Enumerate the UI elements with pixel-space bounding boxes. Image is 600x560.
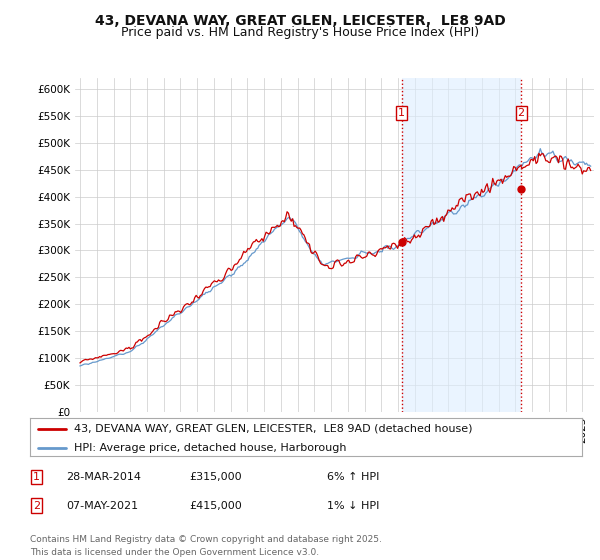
Text: 2: 2	[518, 109, 525, 118]
Text: 28-MAR-2014: 28-MAR-2014	[66, 472, 141, 482]
Text: 1: 1	[33, 472, 40, 482]
Text: £415,000: £415,000	[189, 501, 242, 511]
Text: 07-MAY-2021: 07-MAY-2021	[66, 501, 138, 511]
Text: 43, DEVANA WAY, GREAT GLEN, LEICESTER,  LE8 9AD: 43, DEVANA WAY, GREAT GLEN, LEICESTER, L…	[95, 14, 505, 28]
Bar	[402, 78, 521, 412]
Text: 1: 1	[398, 109, 406, 118]
Text: 1% ↓ HPI: 1% ↓ HPI	[327, 501, 379, 511]
Text: Contains HM Land Registry data © Crown copyright and database right 2025.
This d: Contains HM Land Registry data © Crown c…	[30, 535, 382, 557]
Text: £315,000: £315,000	[189, 472, 242, 482]
Text: 2: 2	[33, 501, 40, 511]
Text: HPI: Average price, detached house, Harborough: HPI: Average price, detached house, Harb…	[74, 443, 347, 453]
Text: Price paid vs. HM Land Registry's House Price Index (HPI): Price paid vs. HM Land Registry's House …	[121, 26, 479, 39]
Text: 43, DEVANA WAY, GREAT GLEN, LEICESTER,  LE8 9AD (detached house): 43, DEVANA WAY, GREAT GLEN, LEICESTER, L…	[74, 424, 473, 434]
Text: 6% ↑ HPI: 6% ↑ HPI	[327, 472, 379, 482]
